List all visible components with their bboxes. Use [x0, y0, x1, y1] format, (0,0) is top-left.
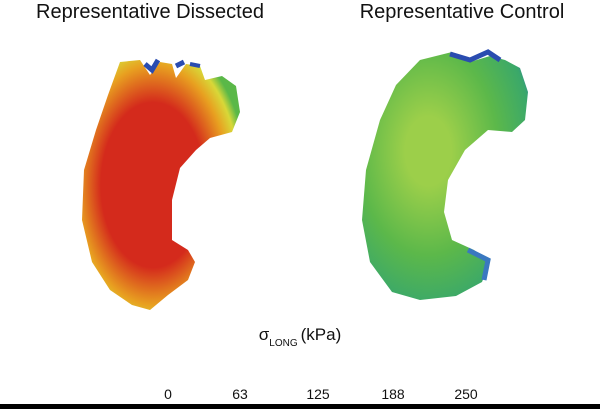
tick-label: 63 [232, 386, 248, 402]
subscript: LONG [269, 338, 298, 349]
tick-label: 125 [306, 386, 330, 402]
tick-label: 0 [164, 386, 172, 402]
panel-title: Representative Control [360, 1, 565, 23]
rule [0, 404, 600, 409]
unit: (kPa) [301, 325, 342, 344]
control-aorta [362, 49, 528, 300]
panel-title: Representative Dissected [36, 1, 264, 23]
colorbar-ticks: 0 63 125 188 250 [164, 386, 478, 402]
tick-label: 250 [454, 386, 478, 402]
colorbar-label: σLONG (kPa) [259, 325, 341, 349]
symbol: σ [259, 325, 270, 344]
dissected-aorta [82, 58, 240, 310]
tick-label: 188 [381, 386, 405, 402]
